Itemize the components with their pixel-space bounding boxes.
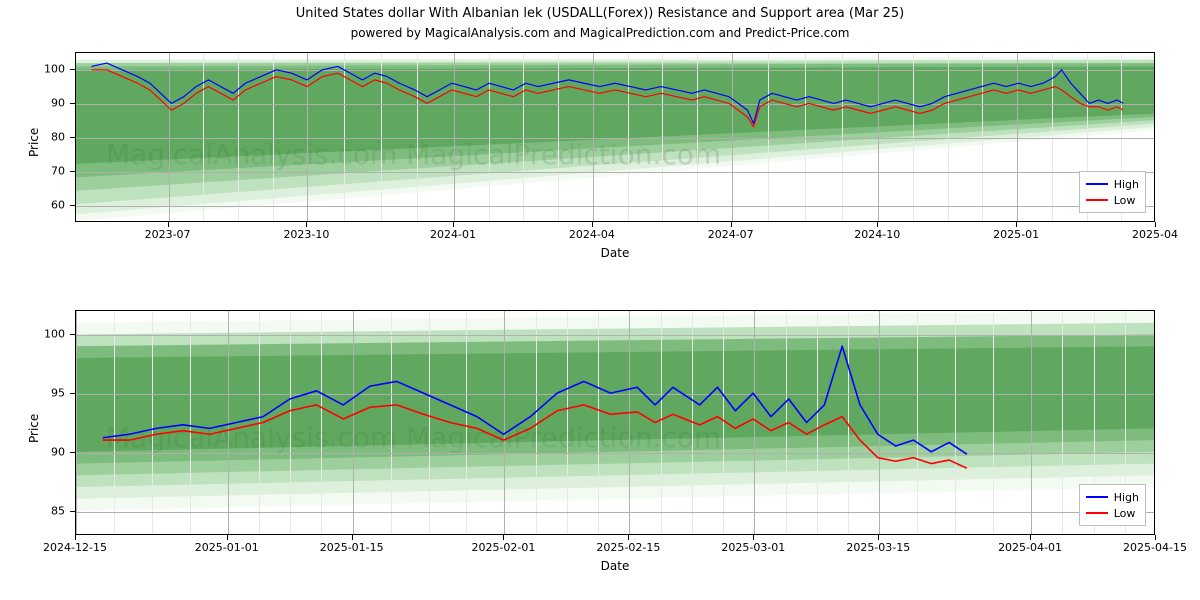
xtick-label: 2023-07 bbox=[145, 228, 191, 241]
legend-swatch bbox=[1086, 183, 1108, 185]
xtick-label: 2024-04 bbox=[569, 228, 615, 241]
xtick-label: 2025-04-01 bbox=[998, 541, 1062, 554]
legend-swatch bbox=[1086, 199, 1108, 201]
legend-label: Low bbox=[1114, 194, 1136, 207]
top-chart-plot: MagicalAnalysis.com MagicalPrediction.co… bbox=[75, 52, 1155, 222]
legend-label: High bbox=[1114, 491, 1139, 504]
xtick-mark bbox=[75, 535, 76, 540]
xtick-mark bbox=[628, 535, 629, 540]
xtick-label: 2025-01 bbox=[993, 228, 1039, 241]
legend-item: High bbox=[1086, 176, 1139, 192]
legend: High Low bbox=[1079, 484, 1146, 526]
xtick-mark bbox=[1016, 222, 1017, 227]
ytick-mark bbox=[70, 205, 75, 206]
ytick-mark bbox=[70, 103, 75, 104]
xtick-mark bbox=[503, 535, 504, 540]
ytick-mark bbox=[70, 452, 75, 453]
xtick-mark bbox=[592, 222, 593, 227]
legend-swatch bbox=[1086, 496, 1108, 498]
ytick-mark bbox=[70, 334, 75, 335]
xtick-label: 2025-01-01 bbox=[195, 541, 259, 554]
xtick-label: 2025-03-15 bbox=[846, 541, 910, 554]
ytick-mark bbox=[70, 137, 75, 138]
xtick-mark bbox=[878, 535, 879, 540]
xtick-mark bbox=[306, 222, 307, 227]
xtick-mark bbox=[1155, 222, 1156, 227]
ytick-mark bbox=[70, 393, 75, 394]
xtick-label: 2025-02-15 bbox=[596, 541, 660, 554]
bottom-chart-ylabel: Price bbox=[27, 413, 41, 442]
legend-item: Low bbox=[1086, 505, 1139, 521]
legend-label: Low bbox=[1114, 507, 1136, 520]
xtick-mark bbox=[453, 222, 454, 227]
series-low bbox=[76, 53, 1154, 221]
ytick-label: 95 bbox=[35, 386, 65, 399]
legend-swatch bbox=[1086, 512, 1108, 514]
ytick-label: 90 bbox=[35, 446, 65, 459]
chart-title: United States dollar With Albanian lek (… bbox=[0, 6, 1200, 21]
xtick-mark bbox=[731, 222, 732, 227]
xtick-mark bbox=[753, 535, 754, 540]
ytick-mark bbox=[70, 171, 75, 172]
xtick-mark bbox=[877, 222, 878, 227]
bottom-chart-plot: MagicalAnalysis.com MagicalPrediction.co… bbox=[75, 310, 1155, 535]
xtick-label: 2025-01-15 bbox=[320, 541, 384, 554]
top-chart-xlabel: Date bbox=[75, 246, 1155, 260]
legend-item: High bbox=[1086, 489, 1139, 505]
xtick-mark bbox=[352, 535, 353, 540]
ytick-mark bbox=[70, 69, 75, 70]
xtick-label: 2024-12-15 bbox=[43, 541, 107, 554]
ytick-label: 100 bbox=[35, 327, 65, 340]
xtick-label: 2025-03-01 bbox=[721, 541, 785, 554]
ytick-label: 90 bbox=[35, 97, 65, 110]
top-chart-ylabel: Price bbox=[27, 128, 41, 157]
xtick-mark bbox=[1030, 535, 1031, 540]
chart-subtitle: powered by MagicalAnalysis.com and Magic… bbox=[0, 26, 1200, 40]
xtick-label: 2023-10 bbox=[283, 228, 329, 241]
xtick-label: 2024-01 bbox=[430, 228, 476, 241]
series-low bbox=[76, 311, 1154, 534]
xtick-label: 2024-10 bbox=[854, 228, 900, 241]
ytick-label: 100 bbox=[35, 63, 65, 76]
legend-label: High bbox=[1114, 178, 1139, 191]
legend: High Low bbox=[1079, 171, 1146, 213]
ytick-label: 85 bbox=[35, 505, 65, 518]
legend-item: Low bbox=[1086, 192, 1139, 208]
bottom-chart-xlabel: Date bbox=[75, 559, 1155, 573]
xtick-label: 2024-07 bbox=[708, 228, 754, 241]
figure: United States dollar With Albanian lek (… bbox=[0, 0, 1200, 600]
ytick-label: 60 bbox=[35, 199, 65, 212]
xtick-label: 2025-04 bbox=[1132, 228, 1178, 241]
ytick-mark bbox=[70, 511, 75, 512]
xtick-mark bbox=[1155, 535, 1156, 540]
xtick-label: 2025-04-15 bbox=[1123, 541, 1187, 554]
ytick-label: 70 bbox=[35, 165, 65, 178]
xtick-mark bbox=[168, 222, 169, 227]
xtick-label: 2025-02-01 bbox=[471, 541, 535, 554]
xtick-mark bbox=[227, 535, 228, 540]
